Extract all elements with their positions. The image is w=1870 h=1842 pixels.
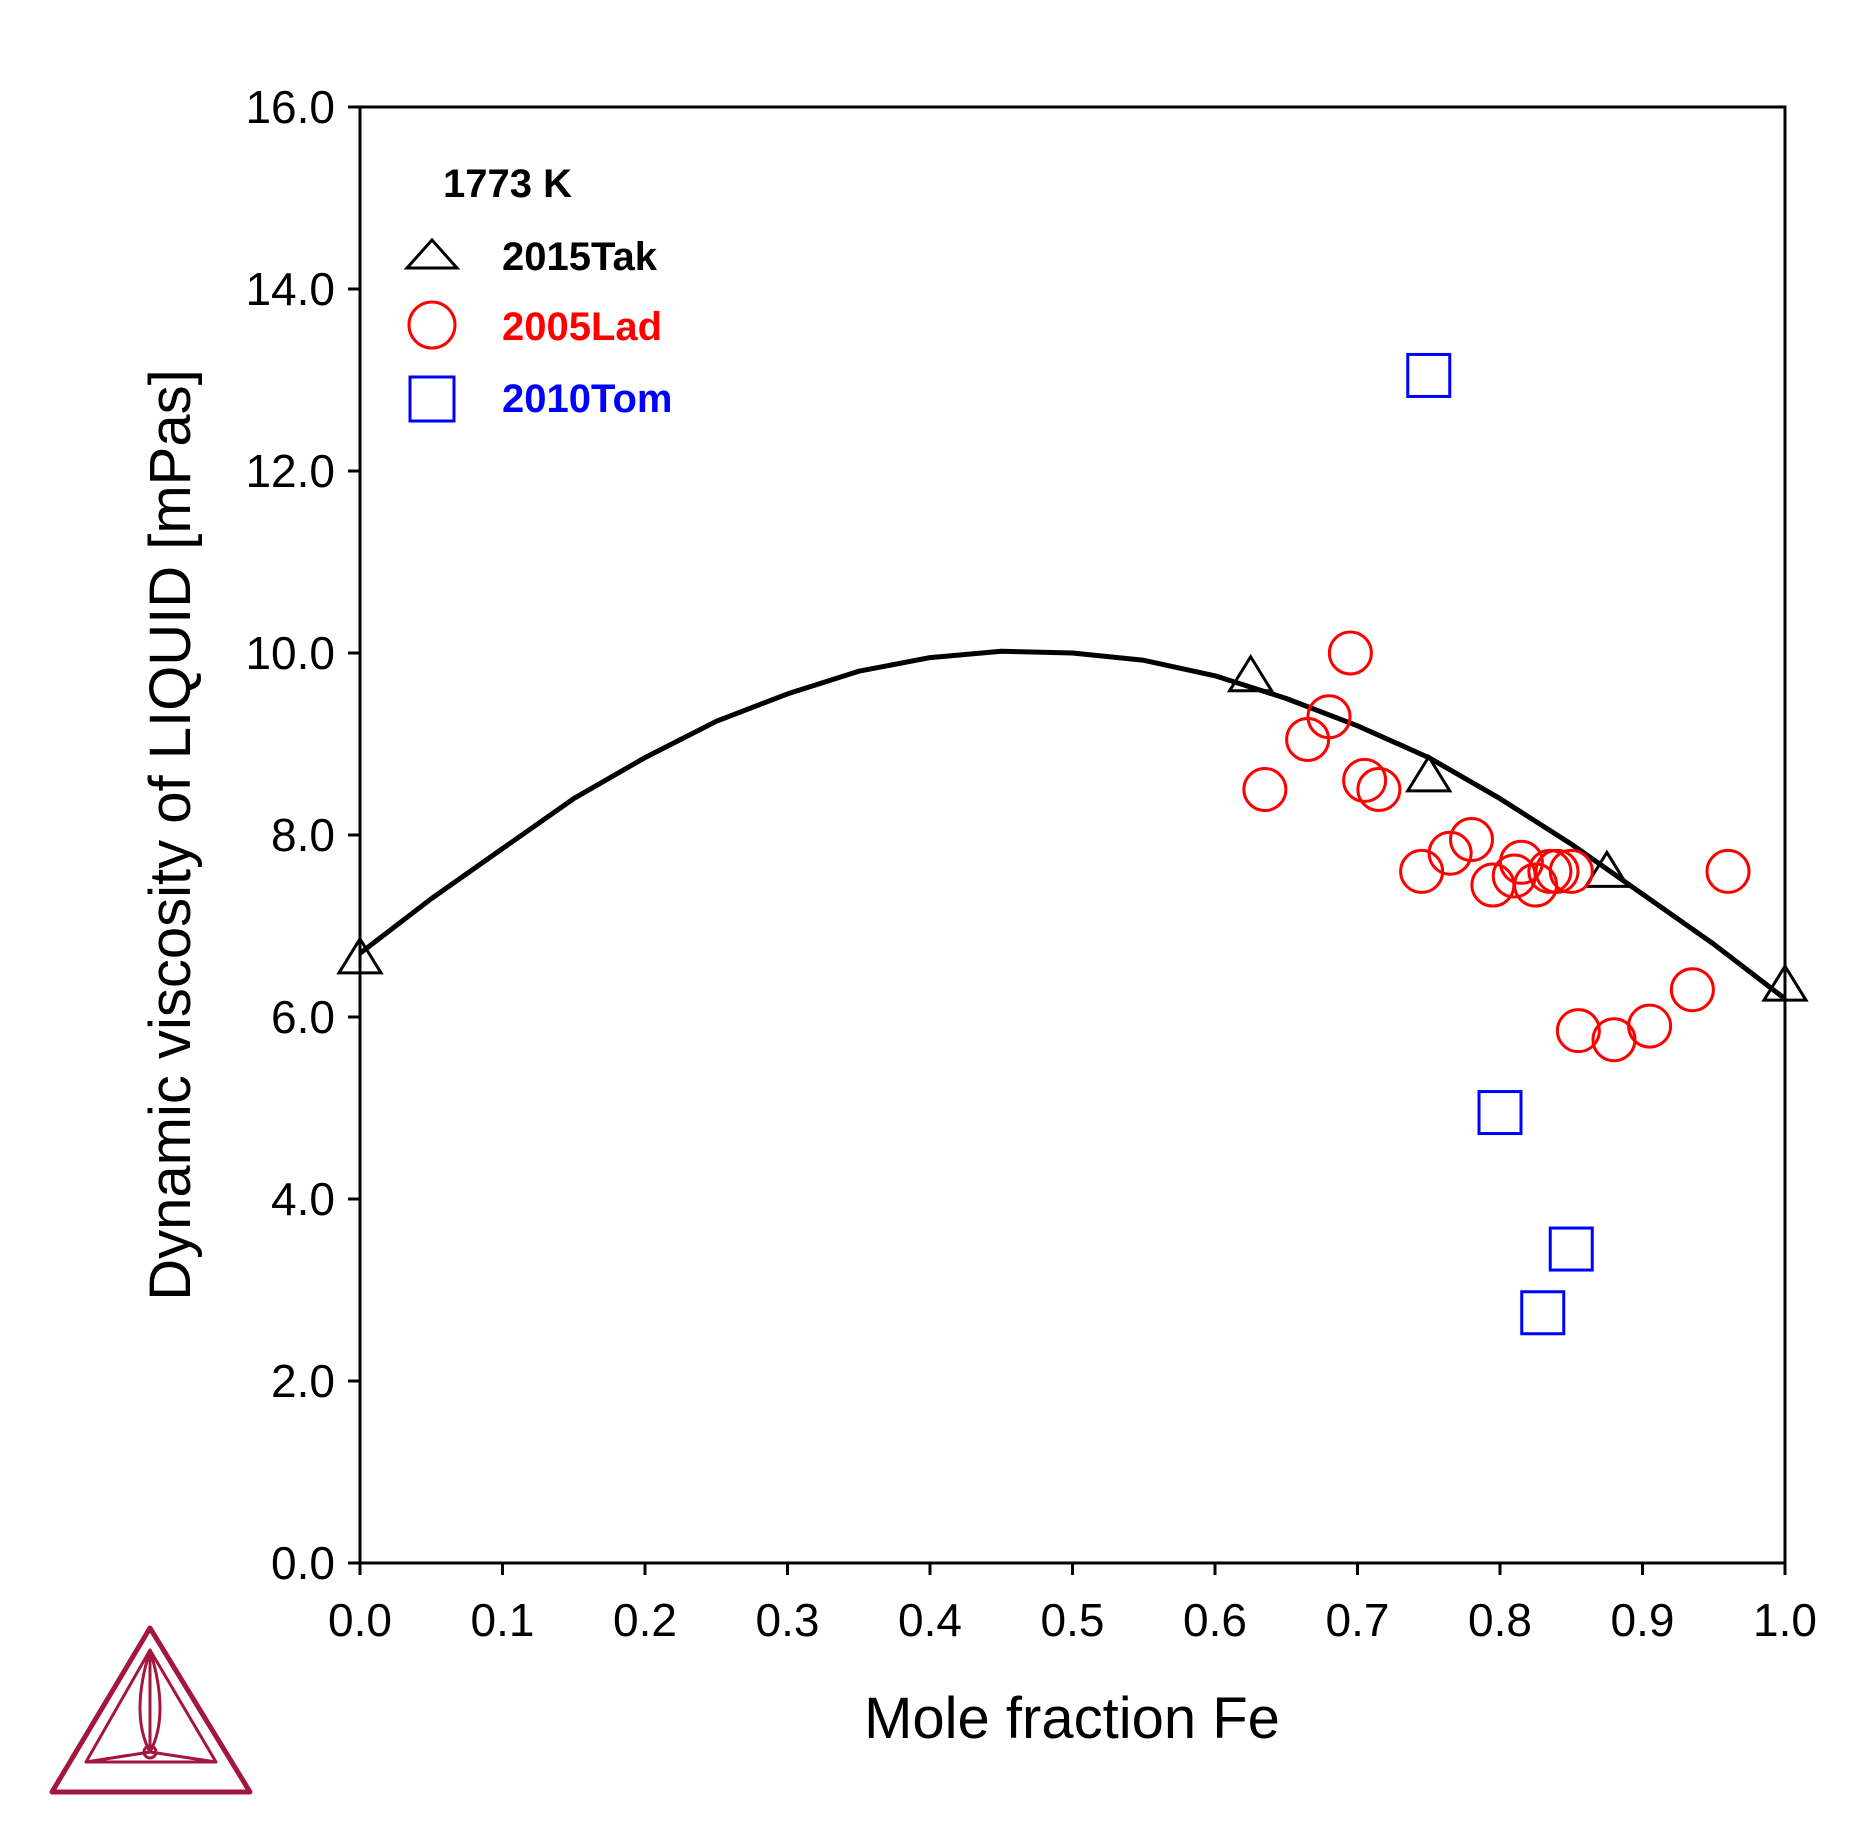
data-point-circle xyxy=(1627,1003,1673,1049)
x-tick-label: 0.4 xyxy=(898,1594,962,1646)
data-point-square xyxy=(1406,352,1452,398)
x-tick-label: 0.9 xyxy=(1611,1594,1675,1646)
data-point-triangle xyxy=(1226,653,1275,693)
data-point-circle xyxy=(1356,767,1402,812)
thermo-calc-logo xyxy=(49,1625,253,1795)
x-tick-label: 0.1 xyxy=(471,1594,535,1646)
y-tick-label: 6.0 xyxy=(271,991,335,1043)
series-2015tak xyxy=(336,653,1809,1002)
x-tick-label: 0.6 xyxy=(1183,1594,1247,1646)
x-tick-label: 1.0 xyxy=(1753,1594,1817,1646)
data-point-circle xyxy=(1555,1008,1601,1054)
data-points-layer xyxy=(336,352,1809,1336)
data-point-circle xyxy=(1705,848,1751,894)
y-tick-label: 4.0 xyxy=(271,1173,335,1225)
data-point-triangle xyxy=(336,935,384,975)
y-axis: 0.0 2.0 4.0 6.0 8.0 10.0 12.0 14.0 16.0 xyxy=(245,81,360,1589)
y-tick-label: 16.0 xyxy=(245,81,335,133)
x-tick-label: 0.2 xyxy=(613,1594,677,1646)
series-2010tom xyxy=(1406,352,1594,1336)
x-tick-label: 0.7 xyxy=(1326,1594,1390,1646)
data-point-triangle xyxy=(1405,753,1453,793)
y-tick-label: 0.0 xyxy=(271,1537,335,1589)
y-axis-title: Dynamic viscosity of LIQUID [mPas] xyxy=(138,369,203,1300)
legend-label-2010tom: 2010Tom xyxy=(502,377,672,421)
y-tick-label: 10.0 xyxy=(245,627,335,679)
legend: 1773 K 2015Tak 2005Lad 2010Tom xyxy=(403,162,672,423)
x-tick-label: 0.8 xyxy=(1468,1594,1532,1646)
legend-label-2005lad: 2005Lad xyxy=(502,305,662,349)
x-tick-label: 0.3 xyxy=(756,1594,820,1646)
x-axis-title: Mole fraction Fe xyxy=(864,1686,1280,1751)
data-point-circle xyxy=(1449,817,1494,863)
y-tick-label: 8.0 xyxy=(271,809,335,861)
data-point-triangle xyxy=(1761,963,1809,1002)
data-point-triangle xyxy=(1583,849,1631,888)
data-point-circle xyxy=(1306,694,1352,740)
x-axis: 0.0 0.1 0.2 0.3 0.4 0.5 0.6 0.7 0.8 0.9 1.0 xyxy=(328,1563,1817,1646)
data-point-circle xyxy=(1285,716,1331,762)
calculated-viscosity-curve xyxy=(358,648,1787,1001)
data-point-square xyxy=(1520,1290,1566,1336)
calculated-curve-layer xyxy=(358,648,1787,1001)
legend-marker-2005lad xyxy=(407,300,457,350)
y-tick-label: 12.0 xyxy=(245,445,335,497)
data-point-circle xyxy=(1534,848,1580,894)
x-tick-label: 0.0 xyxy=(328,1594,392,1646)
series-2005lad xyxy=(1242,630,1751,1063)
data-point-circle xyxy=(1427,830,1473,876)
data-point-circle xyxy=(1342,757,1388,803)
data-point-circle xyxy=(1242,767,1288,812)
y-tick-label: 2.0 xyxy=(271,1355,335,1407)
legend-marker-2010tom xyxy=(408,375,456,423)
data-point-circle xyxy=(1399,848,1445,894)
data-point-circle xyxy=(1548,848,1594,894)
data-point-circle xyxy=(1327,630,1373,676)
data-point-square xyxy=(1548,1226,1594,1272)
data-point-circle xyxy=(1669,967,1715,1013)
x-tick-label: 0.5 xyxy=(1041,1594,1105,1646)
legend-marker-2015tak xyxy=(403,237,461,270)
data-point-square xyxy=(1477,1090,1523,1136)
data-point-circle xyxy=(1498,839,1544,885)
y-tick-label: 14.0 xyxy=(245,263,335,315)
legend-header: 1773 K xyxy=(443,162,572,206)
legend-label-2015tak: 2015Tak xyxy=(502,235,658,279)
